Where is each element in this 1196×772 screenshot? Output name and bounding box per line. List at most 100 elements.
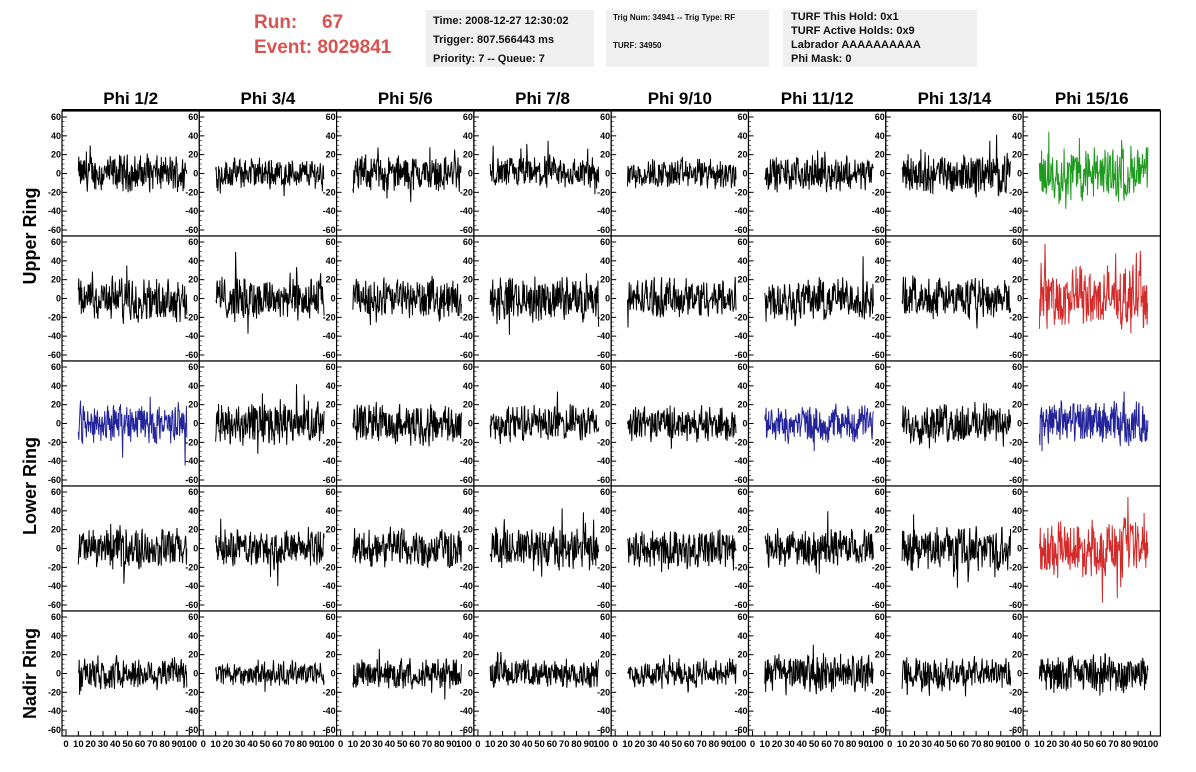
y-tick-label-r1c8: -60 bbox=[1009, 225, 1022, 235]
x-tick-label-c5: 90 bbox=[721, 739, 732, 750]
waveform-r4c3 bbox=[352, 526, 462, 569]
y-tick-label-r3c7: -20 bbox=[872, 437, 885, 447]
y-tick-label-r3c7: -40 bbox=[872, 456, 885, 466]
y-tick-label-r2c5: -20 bbox=[597, 312, 610, 322]
y-tick-label-r1c6: 40 bbox=[737, 131, 747, 141]
x-tick-label-c5: 80 bbox=[709, 739, 720, 750]
y-tick-label-r1c3: 20 bbox=[326, 150, 336, 160]
x-tick-label-c4: 80 bbox=[571, 739, 582, 750]
y-tick-label-r1c7: -60 bbox=[872, 225, 885, 235]
waveform-r3c1 bbox=[77, 396, 188, 466]
y-tick-label-r5c8: 0 bbox=[1017, 669, 1022, 679]
y-tick-label-r3c1: 40 bbox=[51, 381, 61, 391]
y-tick-label-r4c3: 0 bbox=[331, 544, 336, 554]
y-tick-label-r1c8: 0 bbox=[1017, 169, 1022, 179]
y-tick-label-r2c1: 0 bbox=[56, 294, 61, 304]
waveform-r4c8 bbox=[1038, 496, 1149, 603]
y-tick-label-r4c5: -20 bbox=[597, 562, 610, 572]
y-tick-label-r2c7: 60 bbox=[875, 237, 885, 247]
y-tick-label-r2c3: 60 bbox=[326, 237, 336, 247]
y-tick-label-r2c6: 40 bbox=[737, 256, 747, 266]
y-tick-label-r2c2: 60 bbox=[188, 237, 198, 247]
x-tick-label-c7: 90 bbox=[995, 739, 1006, 750]
x-tick-label-c4: 70 bbox=[559, 739, 570, 750]
y-tick-label-r5c7: 20 bbox=[875, 650, 885, 660]
y-tick-label-r1c2: 60 bbox=[188, 112, 198, 122]
y-tick-label-r2c8: 0 bbox=[1017, 294, 1022, 304]
y-tick-label-r3c5: 20 bbox=[600, 400, 610, 410]
y-tick-label-r2c3: -60 bbox=[323, 350, 336, 360]
y-tick-label-r3c3: 0 bbox=[331, 419, 336, 429]
y-tick-label-r1c2: 0 bbox=[193, 169, 198, 179]
y-tick-label-r3c8: 60 bbox=[1012, 362, 1022, 372]
y-tick-label-r2c6: -40 bbox=[734, 331, 747, 341]
y-tick-label-r1c6: 60 bbox=[737, 112, 747, 122]
x-tick-label-c5: 100 bbox=[731, 739, 747, 750]
x-tick-label-c7: 100 bbox=[1005, 739, 1021, 750]
x-tick-label-c2: 90 bbox=[309, 739, 320, 750]
y-tick-label-r4c5: 20 bbox=[600, 525, 610, 535]
x-tick-label-c4: 60 bbox=[547, 739, 558, 750]
x-tick-label-c7: 20 bbox=[909, 739, 920, 750]
y-tick-label-r4c6: 60 bbox=[737, 487, 747, 497]
y-tick-label-r5c1: 20 bbox=[51, 650, 61, 660]
x-tick-label-c5: 30 bbox=[647, 739, 658, 750]
y-tick-label-r2c2: 20 bbox=[188, 275, 198, 285]
y-tick-label-r4c6: -60 bbox=[734, 600, 747, 610]
turf-active-text: TURF Active Holds: 0x9 bbox=[791, 25, 915, 37]
y-tick-label-r2c8: -60 bbox=[1009, 350, 1022, 360]
x-tick-label-c4: 10 bbox=[485, 739, 496, 750]
y-tick-label-r4c8: 60 bbox=[1012, 487, 1022, 497]
waveform-r3c6 bbox=[764, 403, 874, 452]
y-tick-label-r4c5: 0 bbox=[605, 544, 610, 554]
y-tick-label-r4c2: -20 bbox=[185, 562, 198, 572]
x-tick-label-c6: 80 bbox=[846, 739, 857, 750]
y-tick-label-r1c8: 60 bbox=[1012, 112, 1022, 122]
x-tick-label-c5: 70 bbox=[696, 739, 707, 750]
x-tick-label-c3: 10 bbox=[348, 739, 359, 750]
y-tick-label-r2c4: -20 bbox=[460, 312, 473, 322]
x-tick-label-c1: 0 bbox=[63, 739, 68, 750]
x-tick-label-c5: 10 bbox=[622, 739, 633, 750]
x-tick-label-c5: 60 bbox=[684, 739, 695, 750]
waveform-r1c7 bbox=[901, 134, 1012, 198]
y-tick-label-r3c2: 20 bbox=[188, 400, 198, 410]
y-tick-label-r2c1: -20 bbox=[48, 312, 61, 322]
panel-r2c1 bbox=[61, 235, 200, 362]
waveform-r4c7 bbox=[901, 514, 1012, 588]
y-tick-label-r3c6: -60 bbox=[734, 475, 747, 485]
run-info: Run: 67 Event: 8029841 bbox=[254, 10, 391, 60]
x-tick-label-c4: 90 bbox=[584, 739, 595, 750]
y-tick-label-r2c4: 0 bbox=[468, 294, 473, 304]
y-tick-label-r3c3: 60 bbox=[326, 362, 336, 372]
x-tick-label-c6: 30 bbox=[784, 739, 795, 750]
y-tick-label-r5c8: -20 bbox=[1009, 687, 1022, 697]
y-tick-label-r2c4: -40 bbox=[460, 331, 473, 341]
run-label: Run: bbox=[254, 12, 298, 33]
y-tick-label-r3c2: 40 bbox=[188, 381, 198, 391]
y-tick-label-r1c3: -20 bbox=[323, 187, 336, 197]
y-tick-label-r2c1: 60 bbox=[51, 237, 61, 247]
waveform-r1c3 bbox=[352, 147, 462, 203]
x-tick-label-c6: 90 bbox=[858, 739, 869, 750]
y-tick-label-r5c8: -60 bbox=[1009, 725, 1022, 735]
y-tick-label-r4c6: 40 bbox=[737, 506, 747, 516]
y-tick-label-r5c1: 60 bbox=[51, 612, 61, 622]
y-tick-label-r4c5: -40 bbox=[597, 581, 610, 591]
x-tick-label-c8: 30 bbox=[1059, 739, 1070, 750]
x-tick-label-c7: 60 bbox=[958, 739, 969, 750]
waveform-r1c2 bbox=[215, 157, 325, 197]
y-tick-label-r4c7: 0 bbox=[880, 544, 885, 554]
x-tick-label-c8: 0 bbox=[1024, 739, 1029, 750]
waveform-r5c3 bbox=[352, 648, 462, 700]
x-tick-label-c2: 20 bbox=[223, 739, 234, 750]
y-tick-label-r1c2: -40 bbox=[185, 206, 198, 216]
y-tick-label-r1c4: 0 bbox=[468, 169, 473, 179]
y-tick-label-r1c4: 20 bbox=[463, 150, 473, 160]
waveform-r4c6 bbox=[764, 511, 874, 575]
y-tick-label-r2c7: 0 bbox=[880, 294, 885, 304]
y-tick-label-r5c6: 0 bbox=[742, 669, 747, 679]
y-tick-label-r2c7: -40 bbox=[872, 331, 885, 341]
y-tick-label-r1c4: 60 bbox=[463, 112, 473, 122]
